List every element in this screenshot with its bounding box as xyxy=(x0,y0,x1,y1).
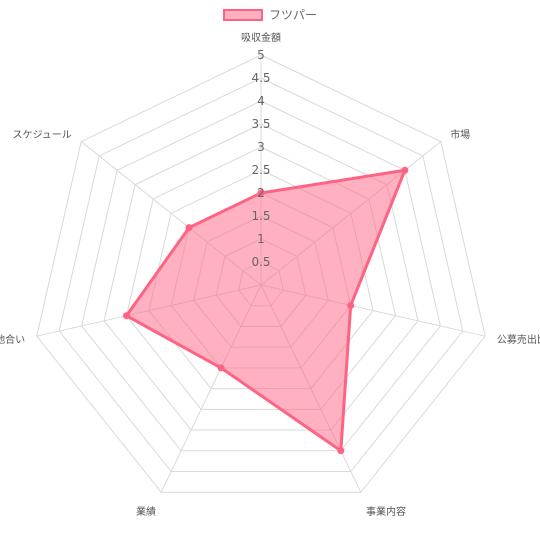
data-point xyxy=(122,312,130,320)
data-point xyxy=(217,364,225,372)
grid-ring xyxy=(58,77,464,472)
data-point xyxy=(185,224,193,232)
legend: フツパー xyxy=(0,6,540,24)
legend-label: フツパー xyxy=(268,8,317,22)
radar-series xyxy=(122,166,409,455)
radar-ticks: 0.5 1 1.5 2 2.5 3 3.5 4 4.5 5 xyxy=(251,48,270,269)
tick-label: 4.5 xyxy=(251,71,270,85)
data-point xyxy=(337,447,345,455)
grid-ring xyxy=(36,54,486,493)
tick-label: 1.5 xyxy=(251,209,270,223)
grid-ring xyxy=(81,100,441,452)
data-point xyxy=(347,301,355,309)
category-label: 事業内容 xyxy=(366,505,406,518)
tick-label: 2.5 xyxy=(251,163,270,177)
tick-label: 3 xyxy=(257,140,265,154)
data-point xyxy=(257,189,265,197)
tick-label: 2 xyxy=(257,186,265,200)
grid-ring xyxy=(103,123,419,431)
category-labels: 吸収金額市場公募売出比事業内容 業績 地合い スケジュール xyxy=(0,31,540,518)
tick-label: 1 xyxy=(257,232,265,246)
tick-label: 0.5 xyxy=(251,255,270,269)
category-label: 吸収金額 xyxy=(241,31,281,44)
category-label: 業績 xyxy=(136,505,156,518)
series-area xyxy=(124,168,407,453)
tick-label: 3.5 xyxy=(251,117,270,131)
category-label: 公募売出比 xyxy=(497,333,540,346)
tick-label: 5 xyxy=(257,48,265,62)
category-label: 地合い xyxy=(0,333,25,346)
data-point xyxy=(401,166,409,174)
category-label: スケジュール xyxy=(12,129,71,141)
category-label: 市場 xyxy=(450,128,470,141)
tick-label: 4 xyxy=(257,94,265,108)
legend-swatch[interactable] xyxy=(222,8,263,21)
